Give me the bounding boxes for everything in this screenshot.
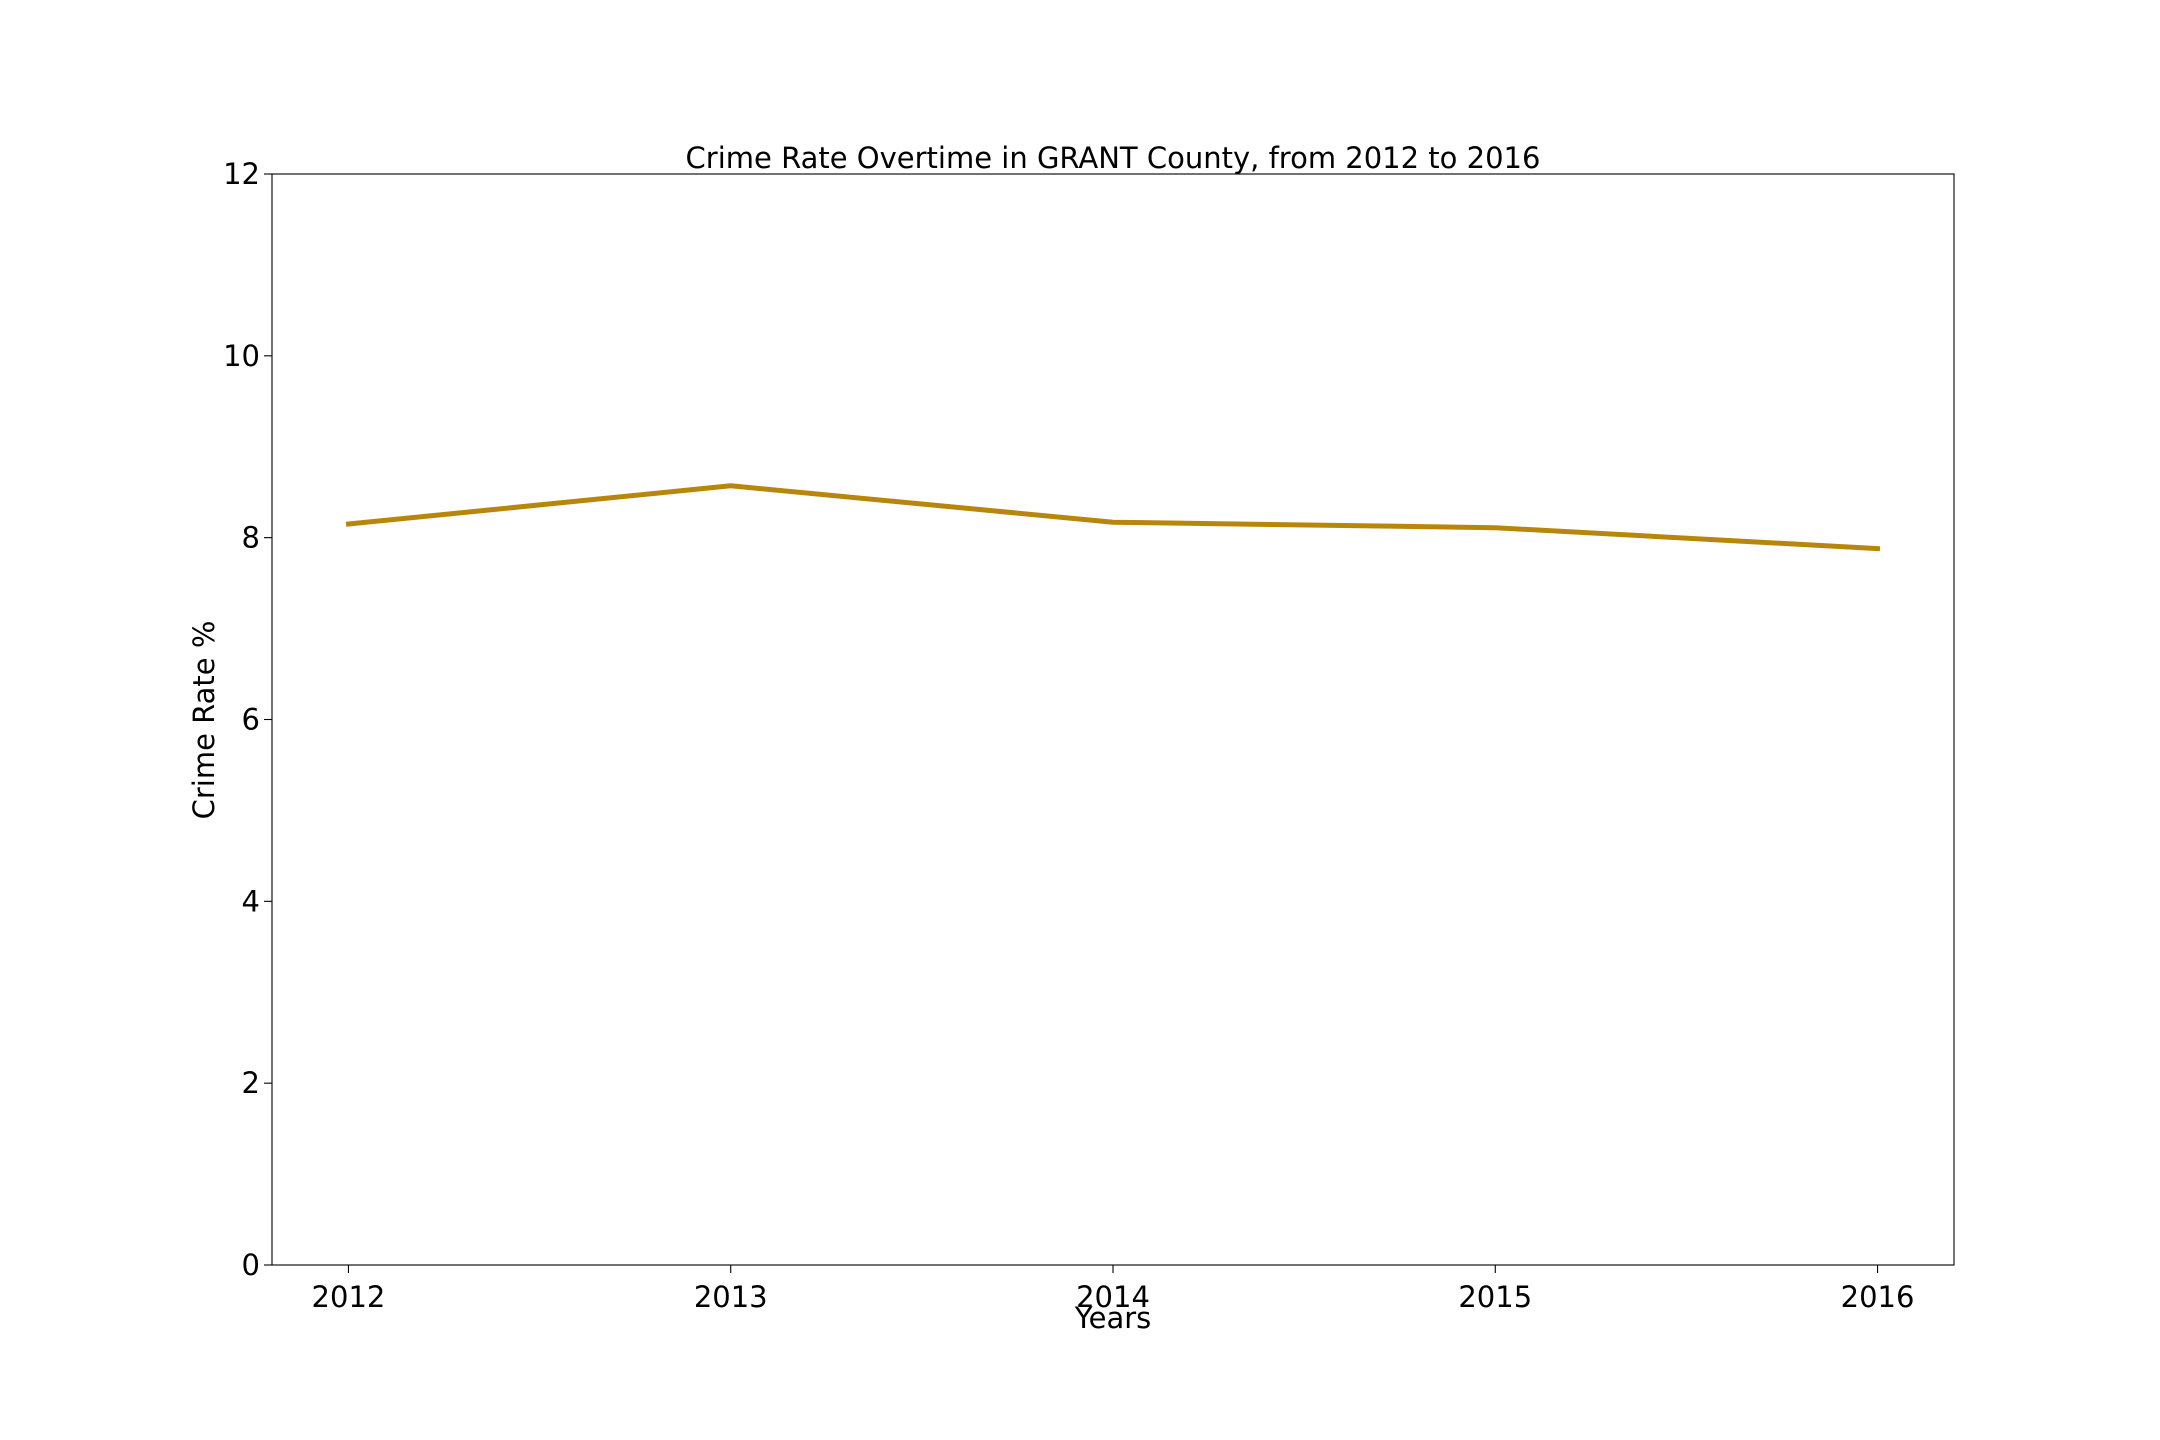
series-layer — [345, 483, 1881, 552]
x-tick-label: 2014 — [1076, 1280, 1150, 1314]
data-point — [1112, 521, 1114, 523]
y-tick-label: 8 — [242, 521, 260, 555]
data-point — [1877, 548, 1879, 550]
x-axis-label: Years — [1074, 1301, 1152, 1335]
data-point — [1494, 527, 1496, 529]
x-tick-label: 2012 — [312, 1280, 386, 1314]
y-tick-label: 12 — [223, 157, 260, 191]
y-tick-label: 0 — [242, 1248, 260, 1282]
y-tick-label: 2 — [242, 1066, 260, 1100]
chart-title: Crime Rate Overtime in GRANT County, fro… — [686, 141, 1541, 175]
x-tick-label: 2016 — [1841, 1280, 1915, 1314]
y-axis-label: Crime Rate % — [187, 621, 221, 820]
data-point — [347, 523, 349, 525]
x-tick-label: 2015 — [1458, 1280, 1532, 1314]
axes-frame — [271, 173, 1955, 1266]
x-axis: 2012 2013 2014 2015 2016 — [312, 1265, 1915, 1314]
y-tick-label: 6 — [242, 703, 260, 737]
y-tick-label: 10 — [223, 339, 260, 373]
data-point — [730, 485, 732, 487]
x-tick-label: 2013 — [694, 1280, 768, 1314]
y-axis: 0 2 4 6 8 10 12 — [223, 157, 272, 1282]
y-tick-label: 4 — [242, 884, 260, 918]
